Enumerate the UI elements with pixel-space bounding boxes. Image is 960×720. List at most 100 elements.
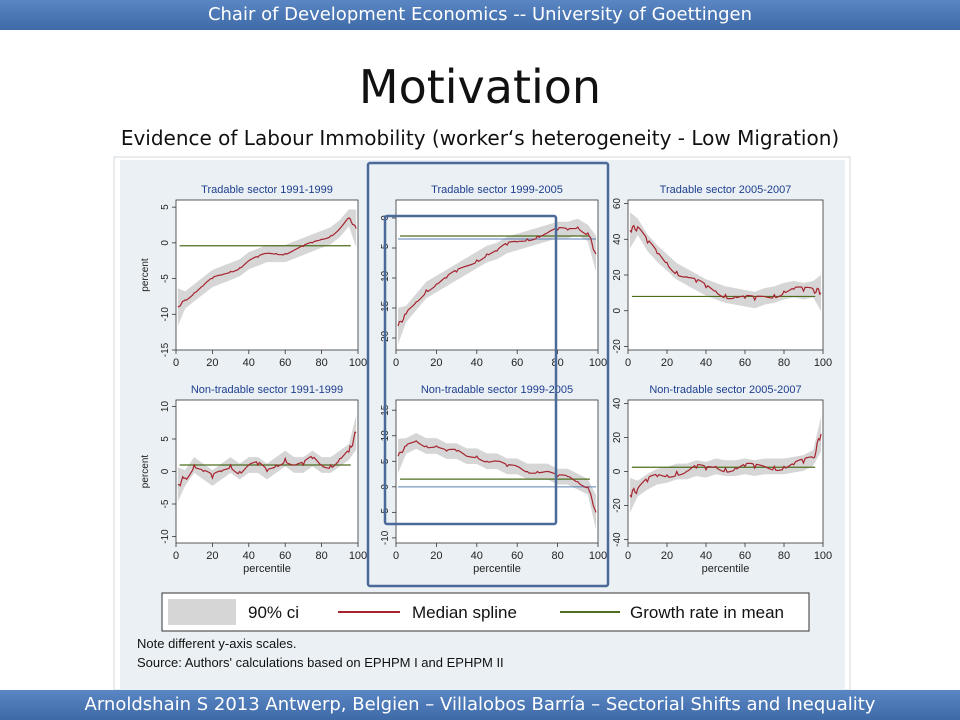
- x-tick-label: 80: [315, 550, 327, 562]
- y-tick-label: 20: [612, 269, 623, 281]
- median-line: [177, 431, 357, 487]
- y-axis-label: percent: [140, 258, 151, 292]
- y-tick-label: 20: [612, 431, 623, 443]
- median-line: [629, 224, 822, 302]
- x-axis-label: percentile: [473, 563, 521, 575]
- chart-panel: Tradable sector 1999-2005-20-15-10-500 20…: [380, 184, 607, 369]
- x-tick-label: 0: [393, 357, 399, 369]
- y-tick-label: 10: [160, 401, 171, 413]
- x-tick-label: 20: [430, 550, 442, 562]
- y-axis-label: percent: [140, 455, 151, 489]
- chart-panel: Non-tradable sector 2005-2007 -40 -20 0 20 40…: [612, 384, 832, 575]
- legend-box: [161, 592, 810, 632]
- y-tick-label: 0: [160, 240, 171, 246]
- x-tick-label: 100: [589, 550, 607, 562]
- y-tick-label: -5: [160, 499, 171, 508]
- plot-area: [627, 199, 824, 351]
- x-tick-label: 100: [814, 357, 832, 369]
- ci-band: [629, 212, 822, 312]
- y-tick-label: -10: [160, 307, 171, 322]
- x-tick-label: 0: [625, 550, 631, 562]
- y-tick-label: 0: [612, 468, 623, 474]
- y-tick-label: 60: [612, 198, 623, 210]
- y-tick-label: -20: [612, 339, 623, 354]
- x-tick-label: 60: [511, 550, 523, 562]
- x-tick-label: 40: [700, 357, 712, 369]
- legend-median-label: Median spline: [412, 603, 517, 622]
- x-tick-label: 80: [315, 357, 327, 369]
- chart-title: Non-tradable sector 1991-1999: [191, 384, 343, 396]
- highlight-box-outer: [366, 161, 610, 588]
- footer-text: Arnoldshain S 2013 Antwerp, Belgien – Vi…: [84, 694, 876, 715]
- x-tick-label: 60: [511, 357, 523, 369]
- x-tick-label: 100: [349, 550, 367, 562]
- x-tick-label: 40: [243, 357, 255, 369]
- x-tick-label: 60: [279, 357, 291, 369]
- x-tick-label: 20: [661, 357, 673, 369]
- x-axis-label: percentile: [702, 563, 750, 575]
- ci-band: [398, 432, 596, 530]
- y-tick-label: -40: [612, 532, 623, 547]
- median-line: [629, 433, 822, 498]
- x-tick-label: 20: [430, 357, 442, 369]
- figure-source: Source: Authors' calculations based on E…: [137, 655, 504, 670]
- legend: 90% ci Median spline Growth rate in mean: [161, 592, 810, 632]
- x-tick-label: 80: [551, 357, 563, 369]
- plot-area: [175, 199, 359, 351]
- chart-panel: Non-tradable sector 1991-1999 -10 -5 0 5 10 pe…: [140, 384, 367, 575]
- chart-title: Tradable sector 1991-1999: [201, 184, 333, 196]
- y-tick-label: 0: [612, 307, 623, 313]
- x-tick-label: 20: [661, 550, 673, 562]
- y-tick-label: 0: [160, 468, 171, 474]
- ci-band: [177, 209, 357, 326]
- chart-panel: Non-tradable sector 1999-2005-10-5051015…: [380, 384, 607, 575]
- y-tick-label: -10: [380, 530, 391, 545]
- header-bar: Chair of Development Economics -- Univer…: [0, 0, 960, 30]
- x-tick-label: 0: [393, 550, 399, 562]
- x-tick-label: 80: [551, 550, 563, 562]
- chart-title: Non-tradable sector 1999-2005: [421, 384, 573, 396]
- figure-note: Note different y-axis scales.: [137, 636, 296, 651]
- chart-title: Tradable sector 2005-2007: [660, 184, 792, 196]
- y-tick-label: -20: [612, 498, 623, 513]
- legend-ci-swatch: [168, 599, 236, 625]
- x-tick-label: 80: [778, 550, 790, 562]
- median-line: [397, 226, 597, 327]
- y-tick-label: 5: [160, 204, 171, 210]
- x-tick-label: 40: [243, 550, 255, 562]
- x-tick-label: 0: [173, 550, 179, 562]
- y-tick-label: 40: [612, 233, 623, 245]
- x-axis-label: percentile: [243, 563, 291, 575]
- x-tick-label: 60: [739, 357, 751, 369]
- footer-bar: Arnoldshain S 2013 Antwerp, Belgien – Vi…: [0, 690, 960, 720]
- x-tick-label: 0: [173, 357, 179, 369]
- y-tick-label: -15: [160, 342, 171, 357]
- x-tick-label: 0: [625, 357, 631, 369]
- ci-band: [629, 416, 822, 513]
- x-tick-label: 100: [814, 550, 832, 562]
- x-tick-label: 60: [279, 550, 291, 562]
- x-tick-label: 100: [349, 357, 367, 369]
- x-tick-label: 100: [589, 357, 607, 369]
- x-tick-label: 80: [778, 357, 790, 369]
- chart-title: Non-tradable sector 2005-2007: [649, 384, 801, 396]
- slide-subtitle: Evidence of Labour Immobility (worker‘s …: [120, 126, 840, 150]
- x-tick-label: 40: [700, 550, 712, 562]
- ci-band: [398, 218, 596, 345]
- x-tick-label: 20: [206, 550, 218, 562]
- x-tick-label: 20: [206, 357, 218, 369]
- slide-title: Motivation: [358, 60, 602, 114]
- highlight-box-inner: [383, 214, 558, 526]
- legend-mean-label: Growth rate in mean: [630, 603, 784, 622]
- y-tick-label: 40: [612, 397, 623, 409]
- chart-title: Tradable sector 1999-2005: [431, 184, 563, 196]
- legend-ci-label: 90% ci: [248, 603, 299, 622]
- y-tick-label: 5: [160, 436, 171, 442]
- ci-band: [177, 415, 357, 502]
- chart-panel: Tradable sector 1991-1999 -15 -10 -5 0 5 perce…: [140, 184, 367, 369]
- median-line: [397, 440, 597, 513]
- x-tick-label: 60: [739, 550, 751, 562]
- header-text: Chair of Development Economics -- Univer…: [207, 4, 753, 25]
